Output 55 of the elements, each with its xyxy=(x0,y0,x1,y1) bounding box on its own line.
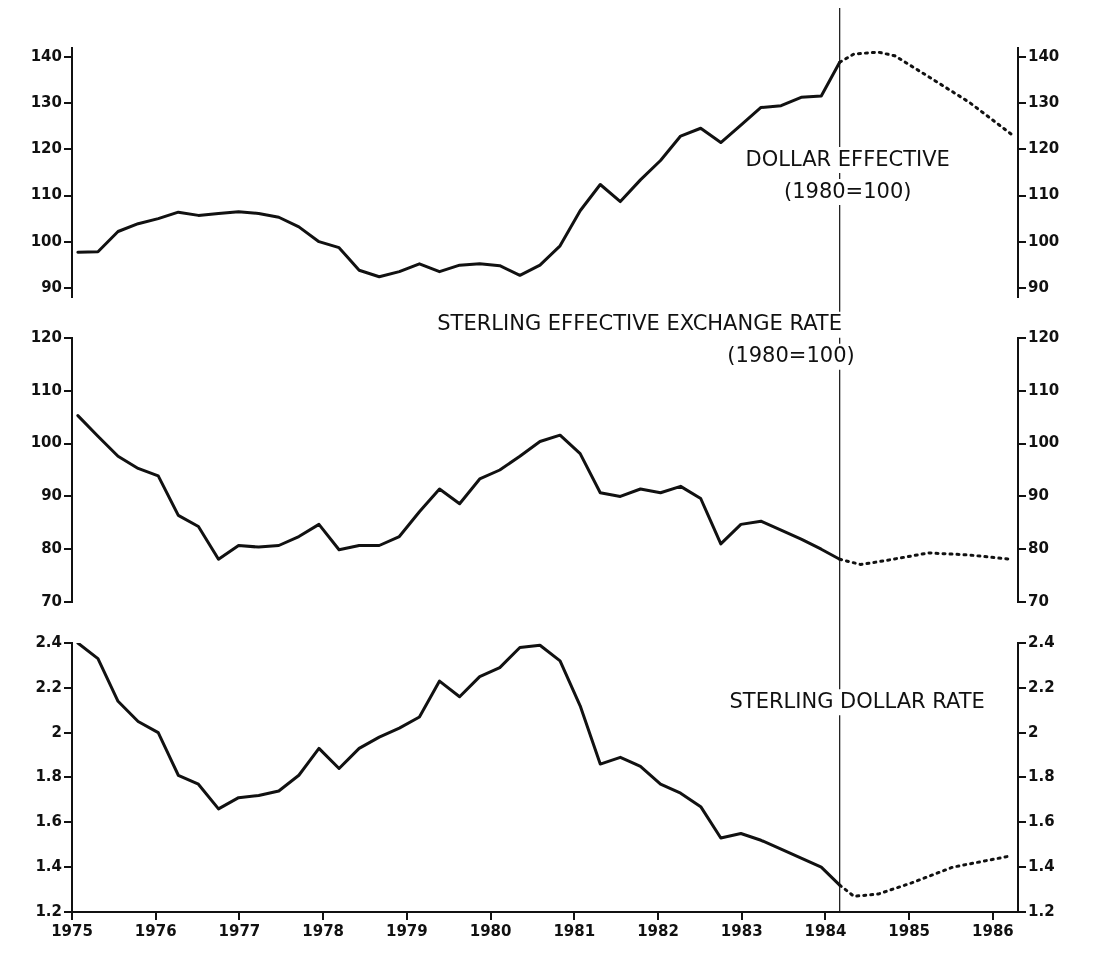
y2-tick-label: 90 xyxy=(1028,277,1049,296)
x-tick-label: 1983 xyxy=(720,921,763,940)
y-tick-label: 130 xyxy=(30,93,62,112)
y2-tick-label: 120 xyxy=(1028,327,1060,346)
y-tick-label: 2.4 xyxy=(35,632,62,651)
y-tick-label: 100 xyxy=(30,433,62,452)
y-tick-label: 1.2 xyxy=(35,901,62,920)
y-tick-label: 1.4 xyxy=(35,857,62,876)
y-tick-label: 110 xyxy=(30,185,62,204)
y2-tick-label: 140 xyxy=(1028,47,1060,66)
y-tick-label: 90 xyxy=(41,486,62,505)
y2-tick-label: 130 xyxy=(1028,93,1060,112)
text: STERLING EFFECTIVE EXCHANGE RATE xyxy=(437,311,842,336)
annotation: STERLING DOLLAR RATE xyxy=(729,688,985,713)
annotation: (1980=100) xyxy=(727,343,855,368)
x-tick-label: 1984 xyxy=(804,921,847,940)
y-tick-label: 2 xyxy=(51,722,62,741)
x-tick-label: 1979 xyxy=(385,921,428,940)
x-tick-label: 1980 xyxy=(469,921,512,940)
x-tick-label: 1975 xyxy=(51,921,93,940)
y-tick-label: 2.2 xyxy=(35,677,62,696)
annotation: DOLLAR EFFECTIVE xyxy=(745,146,950,171)
y2-tick-label: 110 xyxy=(1028,185,1060,204)
y-tick-label: 90 xyxy=(41,277,62,296)
y2-tick-label: 70 xyxy=(1028,591,1049,610)
x-tick-label: 1982 xyxy=(637,921,679,940)
annotation: (1980=100) xyxy=(783,178,912,203)
y2-tick-label: 100 xyxy=(1028,433,1060,452)
y2-tick-label: 90 xyxy=(1028,486,1049,505)
y-tick-label: 80 xyxy=(41,539,62,558)
y2-tick-label: 2.4 xyxy=(1028,632,1055,651)
y2-tick-label: 120 xyxy=(1028,139,1060,158)
y-tick-label: 1.8 xyxy=(35,767,62,786)
y2-tick-label: 1.4 xyxy=(1028,857,1055,876)
y2-tick-label: 1.8 xyxy=(1028,767,1055,786)
y2-tick-label: 2.2 xyxy=(1028,677,1055,696)
y-tick-label: 140 xyxy=(30,47,62,66)
y2-tick-label: 100 xyxy=(1028,231,1060,250)
y-tick-label: 70 xyxy=(41,591,62,610)
y2-tick-label: 1.2 xyxy=(1028,901,1055,920)
y2-tick-label: 2 xyxy=(1028,722,1039,741)
y-tick-label: 110 xyxy=(30,380,62,399)
y-tick-label: 100 xyxy=(30,231,62,250)
y-tick-label: 1.6 xyxy=(35,812,62,831)
y2-tick-label: 80 xyxy=(1028,539,1049,558)
y2-tick-label: 1.6 xyxy=(1028,812,1055,831)
x-tick-label: 1981 xyxy=(553,921,596,940)
y2-tick-label: 110 xyxy=(1028,380,1060,399)
x-tick-label: 1985 xyxy=(888,921,931,940)
x-tick-label: 1976 xyxy=(134,921,177,940)
x-tick-label: 1986 xyxy=(972,921,1014,940)
y-tick-label: 120 xyxy=(30,139,62,158)
y-tick-label: 120 xyxy=(30,327,62,346)
x-tick-label: 1978 xyxy=(302,921,345,940)
x-tick-label: 1977 xyxy=(218,921,261,940)
